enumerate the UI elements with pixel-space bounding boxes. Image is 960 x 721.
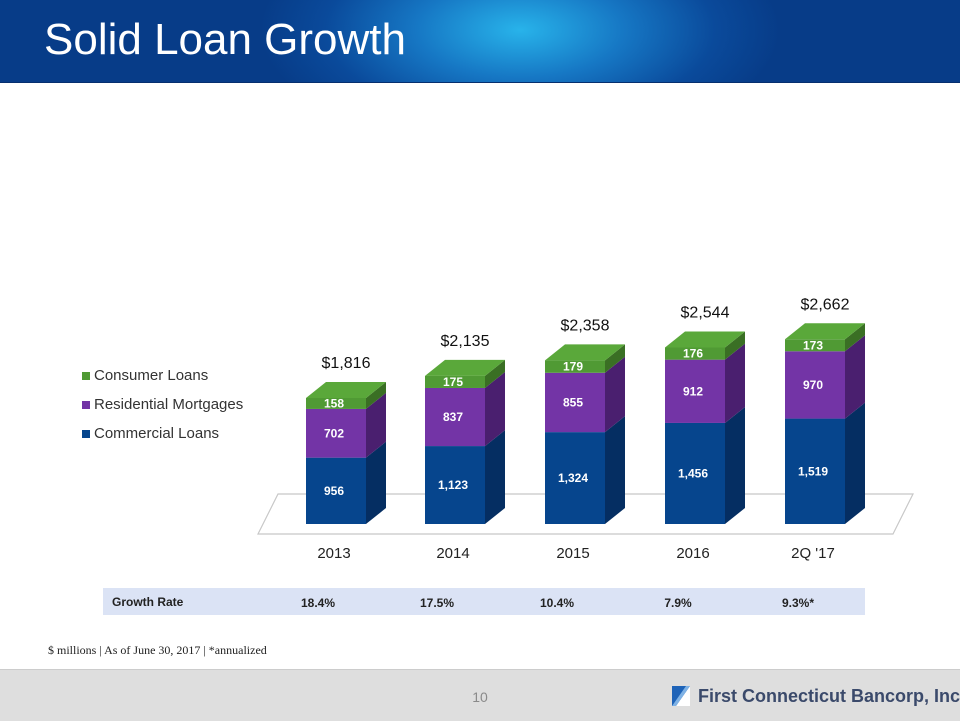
bar-segment [306,397,366,409]
legend-label-commercial: Commercial Loans [94,425,220,442]
bar-top [306,381,386,398]
bar-segment-side [845,323,865,352]
total-label: $2,135 [441,333,490,350]
x-tick-label: 2015 [556,545,589,562]
total-label: $2,662 [801,296,850,313]
bar-segment-side [485,359,505,388]
bar-segment [306,457,366,524]
data-label: 179 [563,360,583,374]
x-tick-label: 2Q '17 [791,545,835,562]
bar-segment-side [366,441,386,524]
bar-segment [545,432,605,524]
legend-swatch-consumer [82,372,90,380]
title-banner: Solid Loan Growth [0,0,960,83]
data-label: 837 [443,410,463,424]
x-tick-label: 2014 [436,545,469,562]
legend-item-residential: Residential Mortgages [82,395,243,424]
footer-bar: 10 First Connecticut Bancorp, Inc. [0,669,960,721]
total-label: $1,816 [322,355,371,372]
data-label: 175 [443,375,463,389]
bar-segment-side [366,381,386,409]
data-label: 1,456 [678,466,708,480]
bar-segment-side [725,406,745,524]
bar-segment-side [725,331,745,360]
data-label: 158 [324,396,344,410]
bar-segment-side [605,356,625,433]
growth-rate-row: Growth Rate 18.4% 17.5% 10.4% 7.9% 9.3%* [103,588,865,615]
growth-rate-value: 7.9% [664,596,692,610]
growth-rate-value: 10.4% [539,596,575,610]
bar-top [545,344,625,361]
bar-top [425,359,505,376]
bar-segment-side [485,430,505,524]
bar-segment-side [485,371,505,447]
total-label: $2,544 [681,304,730,321]
bar-segment-side [725,343,745,423]
chart-legend: Consumer Loans Residential Mortgages Com… [82,366,243,453]
data-label: 912 [683,384,703,398]
bar-segment-side [366,392,386,458]
bar-segment [785,418,845,524]
bar-segment [785,351,845,419]
growth-rate-value: 18.4% [300,596,336,610]
bar-top [665,331,745,348]
bar-segment [425,446,485,524]
data-label: 702 [324,426,344,440]
bar-segment [306,408,366,458]
bar-segment-side [845,335,865,419]
data-label: 173 [803,338,823,352]
bar-segment [545,360,605,373]
bar-segment [425,387,485,447]
bar-segment [545,372,605,433]
data-label: 1,324 [558,471,588,485]
bar-segment-side [605,344,625,373]
page-number: 10 [472,689,488,705]
bar-segment [665,422,725,524]
data-label: 956 [324,484,344,498]
bar-segment-side [845,402,865,524]
data-label: 1,519 [798,464,828,478]
data-label: 855 [563,395,583,409]
bar-segment-side [605,416,625,524]
logo-icon [672,686,690,706]
data-label: 970 [803,378,823,392]
data-label: 1,123 [438,478,468,492]
bar-segment [425,375,485,388]
legend-swatch-commercial [82,430,90,438]
bar-top [785,323,865,340]
footnote: $ millions | As of June 30, 2017 | *annu… [48,643,267,657]
x-tick-label: 2013 [317,545,350,562]
bar-segment [785,339,845,352]
growth-rate-value: 9.3%* [781,596,815,610]
data-label: 176 [683,347,703,361]
bar-segment [665,359,725,423]
bar-segment [665,347,725,360]
page-title: Solid Loan Growth [44,15,406,64]
legend-item-commercial: Commercial Loans [82,424,243,453]
legend-label-consumer: Consumer Loans [94,367,209,384]
growth-rate-value: 17.5% [419,596,455,610]
legend-label-residential: Residential Mortgages [94,396,244,413]
growth-rate-label: Growth Rate [112,595,184,609]
legend-swatch-residential [82,401,90,409]
x-tick-label: 2016 [676,545,709,562]
total-label: $2,358 [561,317,610,334]
legend-item-consumer: Consumer Loans [82,366,243,395]
logo-text: First Connecticut Bancorp, Inc. [698,686,960,706]
